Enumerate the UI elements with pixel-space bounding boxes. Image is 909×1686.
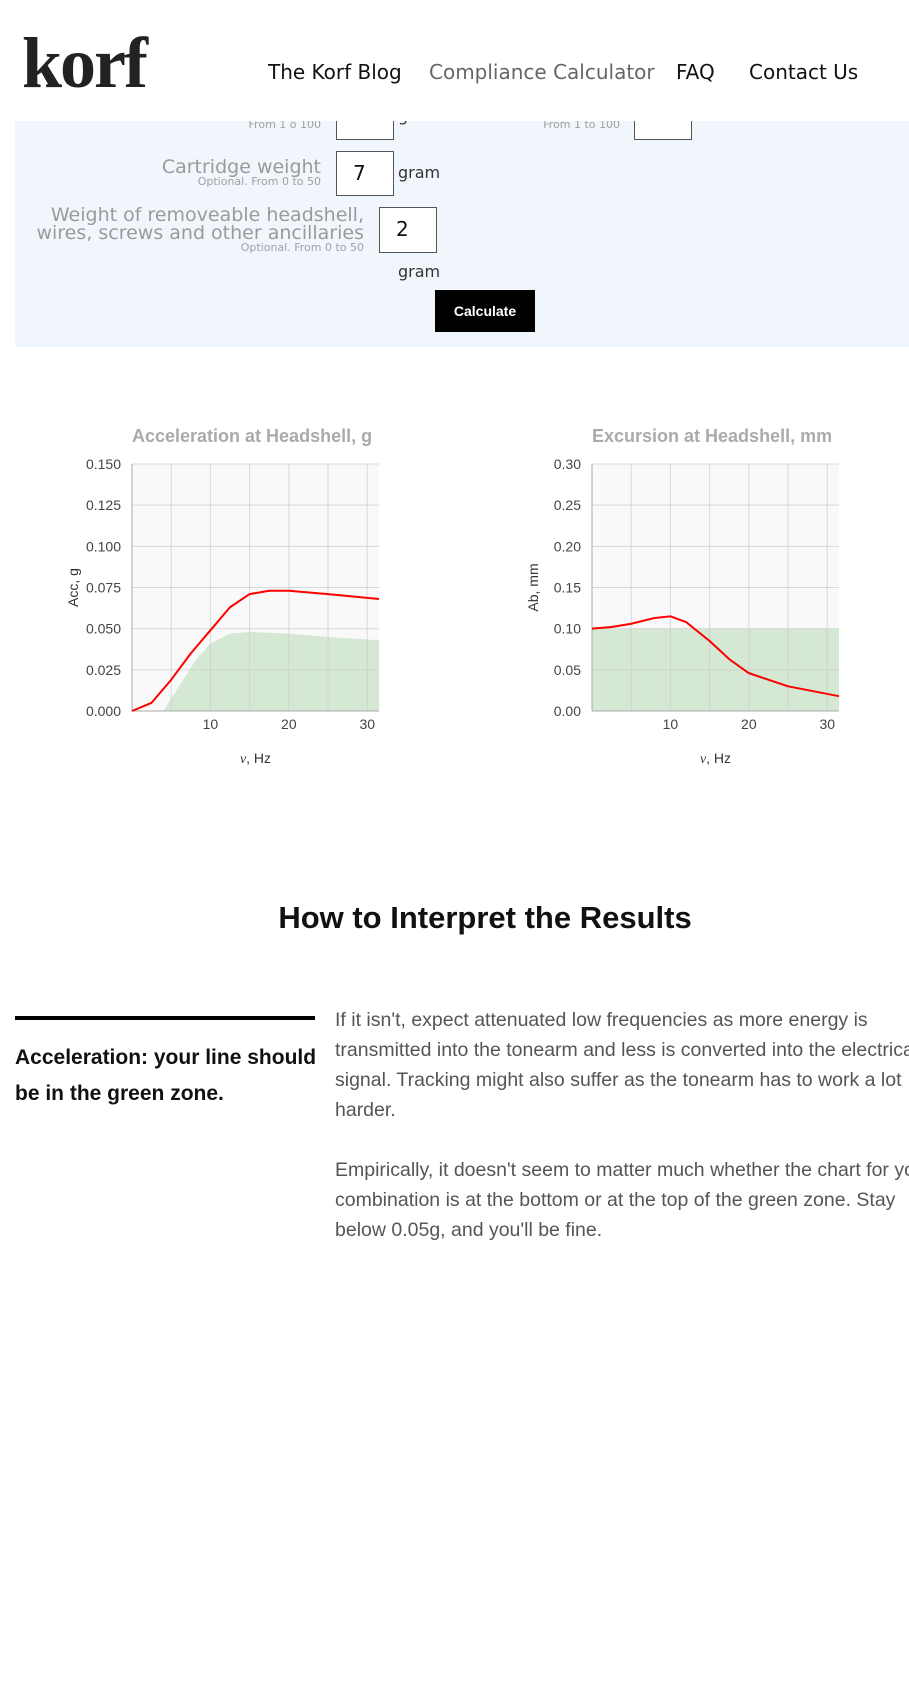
y-axis-label: Acc, g (65, 568, 81, 607)
line (591, 615, 840, 698)
y-axis-label: Ab, mm (525, 563, 541, 611)
input[interactable]: 7 (336, 151, 394, 196)
x-tick-label: 30 (359, 716, 375, 732)
line (131, 589, 380, 712)
y-tick-label: 0.00 (554, 703, 581, 719)
area (163, 631, 379, 711)
logo[interactable]: korf (22, 23, 148, 103)
paragraph: Empirically, it doesn't seem to matter m… (335, 1159, 909, 1241)
header: korf The Korf Blog Compliance Calculator… (0, 0, 909, 121)
x-axis-unit: , Hz (706, 750, 731, 766)
field-label: wires, screws and other ancillaries (36, 222, 364, 244)
paragraph: If it isn't, expect attenuated low frequ… (335, 1009, 909, 1121)
input[interactable]: 2 (379, 207, 437, 253)
y-tick-label: 0.050 (86, 621, 121, 637)
callout: Acceleration: your line should be in the… (15, 1046, 317, 1105)
hint: Optional. From 0 to 50 (240, 241, 364, 254)
y-tick-label: 0.100 (86, 538, 121, 554)
y-tick-label: 0.15 (554, 580, 581, 596)
y-tick-label: 0.125 (86, 497, 121, 513)
unit: gram (398, 163, 441, 182)
field-label: Weight of removeable headshell, (50, 204, 364, 226)
x-axis-unit: , Hz (246, 750, 271, 766)
y-tick-label: 0.150 (86, 456, 121, 472)
y-tick-label: 0.10 (554, 621, 581, 637)
x-axis-symbol: ν (700, 752, 707, 767)
chart-title: Acceleration at Headshell, g (132, 426, 372, 446)
nav-link[interactable]: The Korf Blog (268, 60, 402, 84)
nav-link[interactable]: Contact Us (749, 60, 859, 84)
hint: From 1 to 100 (543, 118, 620, 131)
x-tick-label: 10 (203, 716, 219, 732)
x-tick-label: 30 (819, 716, 835, 732)
nav-link[interactable]: Compliance Calculator (429, 60, 655, 84)
hint: From 1 o 100 (248, 118, 321, 131)
charts: 0.000 0.025 0.050 0.075 0.100 0.125 0.150 10 20 3… (65, 426, 840, 767)
unit: gram (398, 262, 441, 281)
x-tick-label: 10 (663, 716, 679, 732)
y-tick-label: 0.075 (86, 580, 121, 596)
calculate-button[interactable]: Calculate (435, 290, 535, 332)
nav-link[interactable]: FAQ (676, 60, 715, 84)
y-tick-label: 0.25 (554, 497, 581, 513)
x-axis-label: ν, Hz (700, 750, 731, 767)
x-axis-symbol: ν (240, 752, 247, 767)
x-axis-label: ν, Hz (240, 750, 271, 767)
y-tick-label: 0.20 (554, 538, 581, 554)
rule (15, 1016, 315, 1020)
section-heading: How to Interpret the Results (278, 900, 692, 935)
y-tick-label: 0.025 (86, 662, 121, 678)
y-tick-label: 0.000 (86, 703, 121, 719)
x-tick-label: 20 (281, 716, 297, 732)
x-tick-label: 20 (741, 716, 757, 732)
field-label: Cartridge weight (161, 156, 321, 178)
y-tick-label: 0.05 (554, 662, 581, 678)
y-tick-label: 0.30 (554, 456, 581, 472)
hint: Optional. From 0 to 50 (197, 175, 321, 188)
chart-title: Excursion at Headshell, mm (592, 426, 832, 446)
